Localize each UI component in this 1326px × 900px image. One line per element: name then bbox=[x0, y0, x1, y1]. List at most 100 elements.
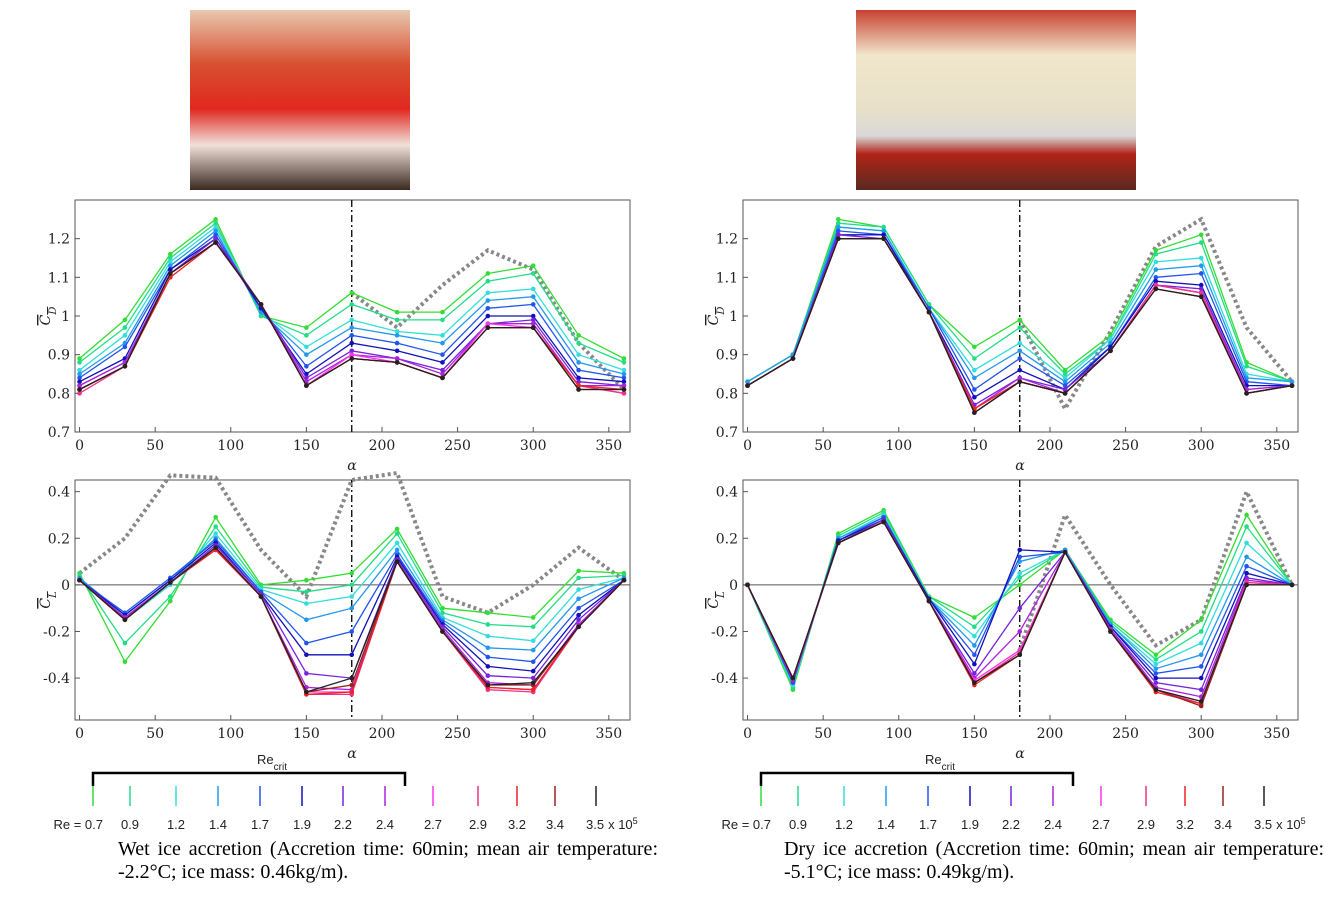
series-point bbox=[1153, 675, 1159, 681]
series-point bbox=[576, 605, 581, 611]
series-point bbox=[576, 360, 581, 365]
series-point bbox=[1153, 282, 1159, 288]
x-tick-label: 150 bbox=[293, 726, 320, 742]
series-point bbox=[1244, 363, 1249, 369]
y-tick-label: -0.2 bbox=[43, 624, 70, 640]
series-point bbox=[394, 309, 400, 315]
series-point bbox=[485, 610, 491, 616]
series-point bbox=[394, 340, 400, 346]
x-tick-label: 300 bbox=[520, 438, 547, 454]
series-point bbox=[1153, 278, 1159, 284]
x-axis-label: α bbox=[1015, 458, 1025, 474]
y-tick-label: 0 bbox=[61, 578, 70, 594]
x-tick-label: 50 bbox=[146, 438, 164, 454]
series-point bbox=[576, 617, 581, 623]
series-point bbox=[530, 271, 536, 276]
series-point bbox=[530, 680, 536, 686]
series-point bbox=[394, 531, 400, 536]
series-point bbox=[1017, 367, 1023, 373]
series-point bbox=[1153, 657, 1159, 662]
series-point bbox=[1244, 570, 1249, 576]
series-point bbox=[972, 387, 977, 392]
series-point bbox=[440, 610, 445, 616]
x-tick-label: 300 bbox=[1188, 438, 1215, 454]
series-point bbox=[1244, 554, 1249, 560]
x-tick-label: 50 bbox=[814, 726, 832, 742]
legend-label: 3.2 bbox=[1176, 817, 1194, 832]
series-point bbox=[972, 624, 977, 630]
series-point bbox=[1198, 294, 1204, 299]
series-point bbox=[835, 228, 841, 234]
series-point bbox=[394, 360, 400, 365]
series-point bbox=[213, 545, 218, 550]
series-point bbox=[122, 325, 128, 330]
series-point bbox=[485, 325, 491, 330]
series-point bbox=[1198, 617, 1204, 623]
legend-name: 0.9 bbox=[121, 817, 139, 832]
series-point bbox=[349, 352, 355, 357]
legend-name: 1.4 bbox=[209, 817, 227, 832]
series-point bbox=[440, 317, 445, 323]
series-point bbox=[349, 689, 355, 695]
y-tick-label: 1 bbox=[729, 309, 738, 325]
series-point bbox=[1017, 554, 1023, 560]
series-point bbox=[122, 659, 128, 665]
series-point bbox=[835, 220, 841, 226]
series-point bbox=[485, 633, 491, 639]
series-point bbox=[576, 387, 581, 392]
series-point bbox=[530, 313, 536, 319]
y-axis-label: CD bbox=[38, 307, 59, 326]
series-point bbox=[304, 617, 309, 623]
y-tick-label: 1 bbox=[61, 309, 70, 325]
series-point bbox=[77, 577, 82, 583]
x-tick-label: 100 bbox=[885, 726, 912, 742]
y-tick-label: -0.4 bbox=[43, 671, 70, 687]
series-point bbox=[530, 624, 536, 630]
series-point bbox=[304, 344, 309, 350]
series-point bbox=[167, 251, 173, 257]
legend-label: 3.4 bbox=[1214, 817, 1232, 832]
series-point bbox=[576, 383, 581, 388]
x-tick-label: 200 bbox=[369, 438, 396, 454]
plot: -0.4 -0.2 0 0.2 0.4 0 50 100 150 200 250 300 350 α CL bbox=[706, 479, 1299, 762]
series-point bbox=[349, 605, 355, 611]
series-point bbox=[304, 352, 309, 357]
y-axis-label-sub: D bbox=[48, 307, 59, 316]
series-point bbox=[1289, 383, 1295, 388]
series-point bbox=[485, 313, 491, 319]
y-tick-label: 0.2 bbox=[48, 531, 70, 547]
series-point bbox=[485, 673, 491, 679]
series-point bbox=[1198, 652, 1204, 658]
series-point bbox=[621, 375, 627, 381]
series-point bbox=[1017, 629, 1023, 634]
series-point bbox=[77, 356, 82, 361]
legend: Recrit Re = 0.7 0.9 1.2 1.4 1.7 1.9 2.2 2.4 2.7 2.… bbox=[721, 752, 1305, 832]
series-point bbox=[167, 263, 173, 269]
legend-suffix-sup: 5 bbox=[1301, 816, 1306, 826]
series-point bbox=[1198, 263, 1204, 269]
series-point bbox=[576, 612, 581, 618]
x-tick-label: 150 bbox=[961, 438, 988, 454]
series-point bbox=[304, 652, 309, 658]
series-point bbox=[213, 240, 218, 245]
series-point bbox=[213, 514, 218, 520]
x-tick-label: 0 bbox=[743, 438, 752, 454]
x-axis-label: α bbox=[347, 746, 357, 762]
y-tick-label: 0.4 bbox=[48, 485, 70, 501]
series-point bbox=[440, 371, 445, 377]
x-tick-label: 50 bbox=[814, 438, 832, 454]
legend-label: 1.7 bbox=[919, 817, 937, 832]
series-point bbox=[1198, 640, 1204, 646]
series-point bbox=[621, 391, 627, 396]
series-point bbox=[972, 671, 977, 676]
legend-name: 1.9 bbox=[293, 817, 311, 832]
legend-label: Re = 0.7 bbox=[53, 817, 103, 832]
legend-name: 1.7 bbox=[251, 817, 269, 832]
legend-label: 0.9 bbox=[121, 817, 139, 832]
series-point bbox=[1153, 275, 1159, 280]
series-point bbox=[304, 383, 309, 388]
series-point bbox=[1062, 387, 1068, 392]
legend-label: 3.2 bbox=[508, 817, 526, 832]
x-axis-label: α bbox=[1015, 746, 1025, 762]
series-point bbox=[394, 329, 400, 334]
